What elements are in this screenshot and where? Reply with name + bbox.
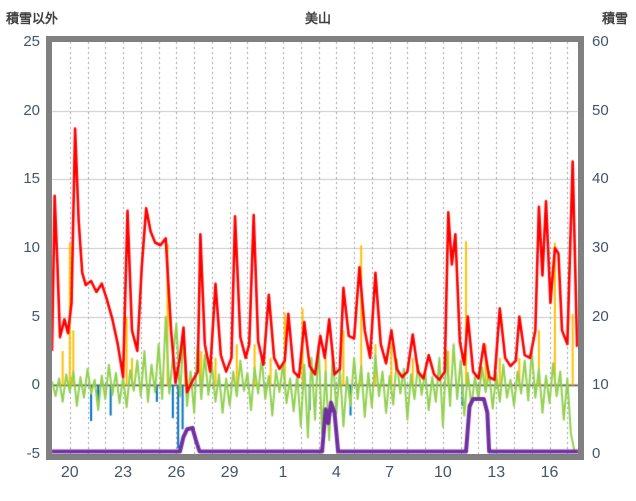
y-axis-tick-right: 60 bbox=[592, 33, 609, 50]
x-axis-tick: 26 bbox=[167, 464, 186, 481]
y-axis-tick-left: 0 bbox=[31, 376, 40, 394]
x-axis-tick: 29 bbox=[220, 464, 239, 481]
y-axis-tick-right: 40 bbox=[592, 170, 609, 188]
y-axis-tick-left: 10 bbox=[23, 239, 40, 256]
x-axis-tick: 13 bbox=[487, 464, 506, 481]
x-axis-tick: 7 bbox=[385, 464, 395, 481]
y-axis-tick-left: 15 bbox=[23, 170, 40, 188]
y-axis-tick-left: 20 bbox=[23, 101, 40, 119]
y-axis-tick-right: 20 bbox=[592, 307, 609, 325]
y-axis-tick-left: 25 bbox=[23, 33, 40, 50]
x-axis-tick: 20 bbox=[60, 464, 79, 481]
y-axis-tick-left: -5 bbox=[26, 445, 40, 462]
x-axis-tick: 1 bbox=[278, 464, 288, 481]
x-axis-tick: 16 bbox=[540, 464, 559, 481]
y-axis-tick-left: 5 bbox=[31, 307, 40, 325]
y-axis-tick-right: 10 bbox=[592, 376, 609, 394]
y-axis-tick-right: 50 bbox=[592, 101, 609, 119]
x-axis-tick: 10 bbox=[434, 464, 452, 481]
y-axis-tick-right: 0 bbox=[592, 445, 601, 462]
y-axis-tick-right: 30 bbox=[592, 239, 609, 256]
x-axis-tick: 23 bbox=[114, 464, 132, 481]
x-axis-tick: 4 bbox=[331, 464, 341, 481]
